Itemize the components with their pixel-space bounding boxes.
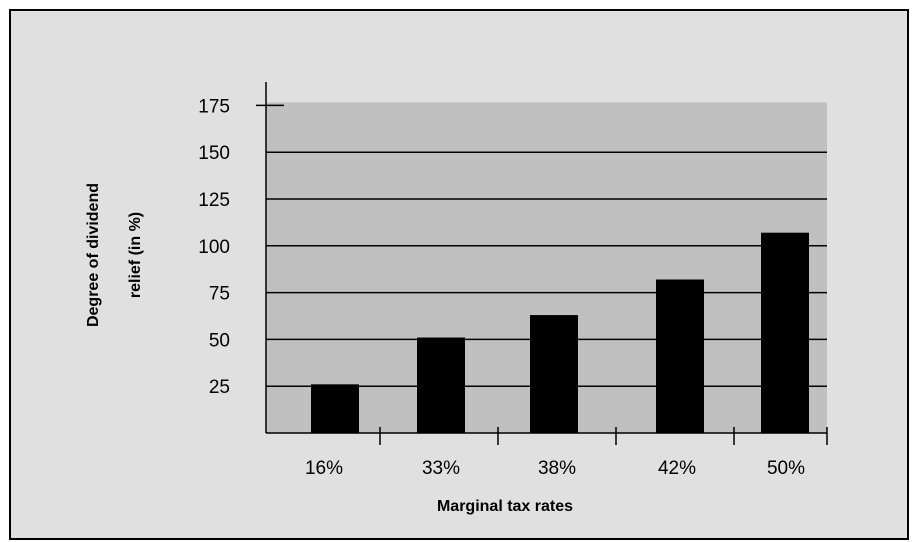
- y-tick-label: 150: [198, 143, 230, 164]
- bars: [311, 232, 809, 433]
- x-tick-label: 38%: [538, 458, 576, 479]
- x-tick-label: 33%: [422, 458, 460, 479]
- y-axis-title: Degree of dividend relief (in %): [85, 183, 144, 327]
- axes: [256, 82, 828, 445]
- bar: [417, 337, 465, 433]
- bar: [311, 384, 359, 433]
- x-axis-title: Marginal tax rates: [437, 498, 573, 515]
- x-tick-labels: 16% 33% 38% 42% 50%: [305, 458, 805, 479]
- bar: [761, 232, 809, 433]
- bar: [656, 279, 704, 433]
- y-axis-title-line-2: relief (in %): [127, 212, 144, 298]
- x-tick-label: 16%: [305, 458, 343, 479]
- y-tick-labels: 25 50 75 100 125 150 175: [198, 96, 230, 398]
- y-axis-title-line-1: Degree of dividend: [85, 183, 102, 327]
- y-tick-label: 100: [198, 237, 230, 258]
- y-tick-label: 25: [209, 377, 230, 398]
- y-tick-label: 50: [209, 330, 230, 351]
- y-tick-label: 125: [198, 190, 230, 211]
- x-tick-label: 50%: [767, 458, 805, 479]
- x-tick-label: 42%: [658, 458, 696, 479]
- y-tick-label: 75: [209, 284, 230, 305]
- y-tick-label: 175: [198, 96, 230, 117]
- bar: [530, 315, 578, 433]
